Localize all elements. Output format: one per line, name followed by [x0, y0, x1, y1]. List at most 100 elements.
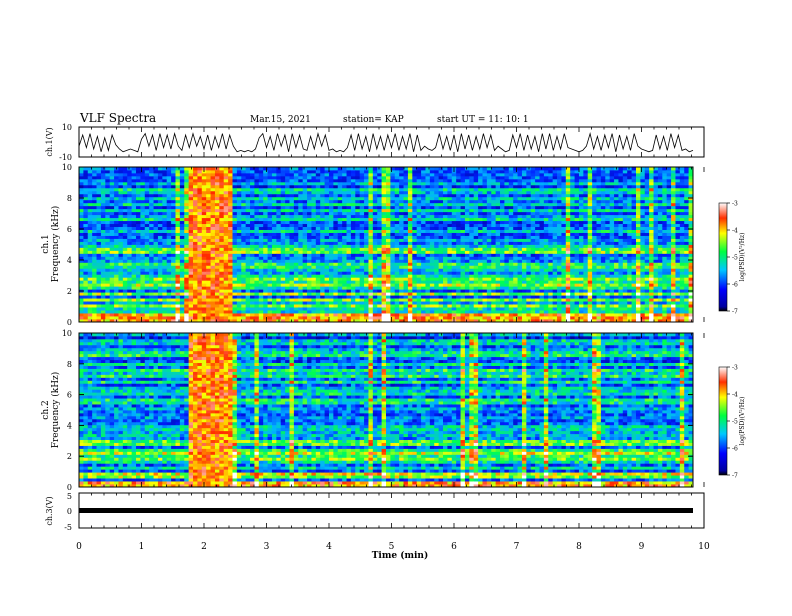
spectrogram-cell	[421, 259, 426, 263]
spectrogram-cell	[118, 307, 124, 311]
spectrogram-cell	[136, 241, 141, 245]
spectrogram-cell	[136, 247, 141, 251]
spectrogram-cell	[377, 211, 383, 216]
spectrogram-cell	[267, 313, 273, 317]
spectrogram-cell	[491, 202, 497, 207]
spectrogram-cell	[289, 319, 295, 323]
spectrogram-cell	[188, 256, 194, 260]
spectrogram-cell	[364, 232, 369, 236]
spectrogram-cell	[315, 295, 321, 299]
spectrogram-cell	[429, 193, 435, 198]
spectrogram-cell	[482, 229, 488, 233]
spectrogram-cell	[359, 313, 365, 317]
spectrogram-cell	[206, 274, 211, 278]
spectrogram-cell	[486, 271, 492, 275]
spectrogram-cell	[320, 292, 325, 296]
spectrogram-cell	[83, 223, 89, 228]
spectrogram-cell	[333, 193, 339, 198]
spectrogram-cell	[118, 274, 124, 278]
spectrogram-cell	[267, 169, 273, 174]
spectrogram-cell	[127, 262, 133, 266]
spectrogram-cell	[214, 229, 220, 233]
spectrogram-cell	[96, 202, 102, 207]
spectrogram-cell	[478, 208, 483, 213]
spectrogram-cell	[184, 259, 190, 263]
spectrogram-cell	[263, 271, 268, 275]
spectrogram-cell	[175, 313, 181, 317]
spectrogram-cell	[179, 304, 185, 308]
spectrogram-cell	[486, 202, 492, 207]
spectrogram-cell	[276, 301, 282, 305]
spectrogram-cell	[105, 283, 111, 287]
spectrogram-cell	[201, 247, 207, 251]
spectrogram-cell	[109, 289, 115, 293]
spectrogram-cell	[100, 265, 106, 269]
spectrogram-cell	[241, 247, 247, 251]
spectrogram-cell	[109, 304, 115, 308]
spectrogram-cell	[355, 316, 361, 320]
spectrogram-cell	[469, 253, 475, 257]
spectrogram-cell	[144, 202, 150, 207]
spectrogram-cell	[254, 202, 260, 207]
spectrogram-cell	[280, 187, 286, 192]
spectrogram-cell	[232, 202, 238, 207]
spectrogram-cell	[114, 301, 119, 305]
spectrogram-cell	[114, 259, 119, 263]
spectrogram-cell	[495, 280, 501, 284]
spectrogram-cell	[245, 265, 251, 269]
spectrogram-cell	[197, 289, 203, 293]
spectrogram-cell	[210, 307, 216, 311]
spectrogram-cell	[92, 265, 97, 269]
spectrogram-cell	[92, 202, 97, 207]
spectrogram-cell	[162, 181, 168, 186]
spectrogram-cell	[372, 205, 378, 210]
spectrogram-cell	[377, 235, 383, 239]
spectrogram-cell	[144, 232, 150, 236]
spectrogram-cell	[206, 202, 211, 207]
spectrogram-cell	[219, 196, 225, 201]
spectrogram-cell	[210, 280, 216, 284]
spectrogram-cell	[381, 307, 387, 311]
spectrogram-cell	[324, 307, 330, 311]
spectrogram-cell	[232, 229, 238, 233]
spectrogram-cell	[157, 172, 163, 177]
spectrogram-cell	[377, 256, 383, 260]
spectrogram-cell	[267, 301, 273, 305]
spectrogram-cell	[394, 223, 400, 228]
spectrogram-cell	[407, 250, 413, 254]
spectrogram-cell	[359, 268, 365, 272]
spectrogram-cell	[140, 283, 146, 287]
spectrogram-cell	[390, 295, 396, 299]
spectrogram-cell	[175, 277, 181, 281]
spectrogram-cell	[114, 205, 119, 210]
spectrogram-cell	[456, 289, 461, 293]
spectrogram-cell	[87, 268, 93, 272]
spectrogram-cell	[131, 286, 137, 290]
spectrogram-cell	[271, 250, 277, 254]
spectrogram-cell	[350, 292, 356, 296]
spectrogram-cell	[109, 184, 115, 189]
spectrogram-cell	[473, 259, 479, 263]
spectrogram-cell	[355, 235, 361, 239]
spectrogram-cell	[280, 295, 286, 299]
spectrogram-cell	[407, 181, 413, 186]
spectrogram-cell	[254, 232, 260, 236]
spectrogram-cell	[206, 256, 211, 260]
spectrogram-cell	[188, 313, 194, 317]
spectrogram-cell	[201, 244, 207, 248]
spectrogram-cell	[491, 169, 497, 174]
spectrogram-cell	[377, 268, 383, 272]
spectrogram-cell	[464, 301, 470, 305]
spectrogram-cell	[359, 247, 365, 251]
spectrogram-cell	[464, 292, 470, 296]
spectrogram-cell	[412, 202, 418, 207]
spectrogram-cell	[96, 319, 102, 323]
spectrogram-cell	[236, 167, 242, 171]
spectrogram-cell	[232, 211, 238, 216]
spectrogram-cell	[381, 289, 387, 293]
spectrogram-cell	[486, 199, 492, 204]
spectrogram-cell	[324, 271, 330, 275]
spectrogram-cell	[131, 187, 137, 192]
spectrogram-cell	[386, 196, 391, 201]
spectrogram-cell	[342, 190, 347, 195]
